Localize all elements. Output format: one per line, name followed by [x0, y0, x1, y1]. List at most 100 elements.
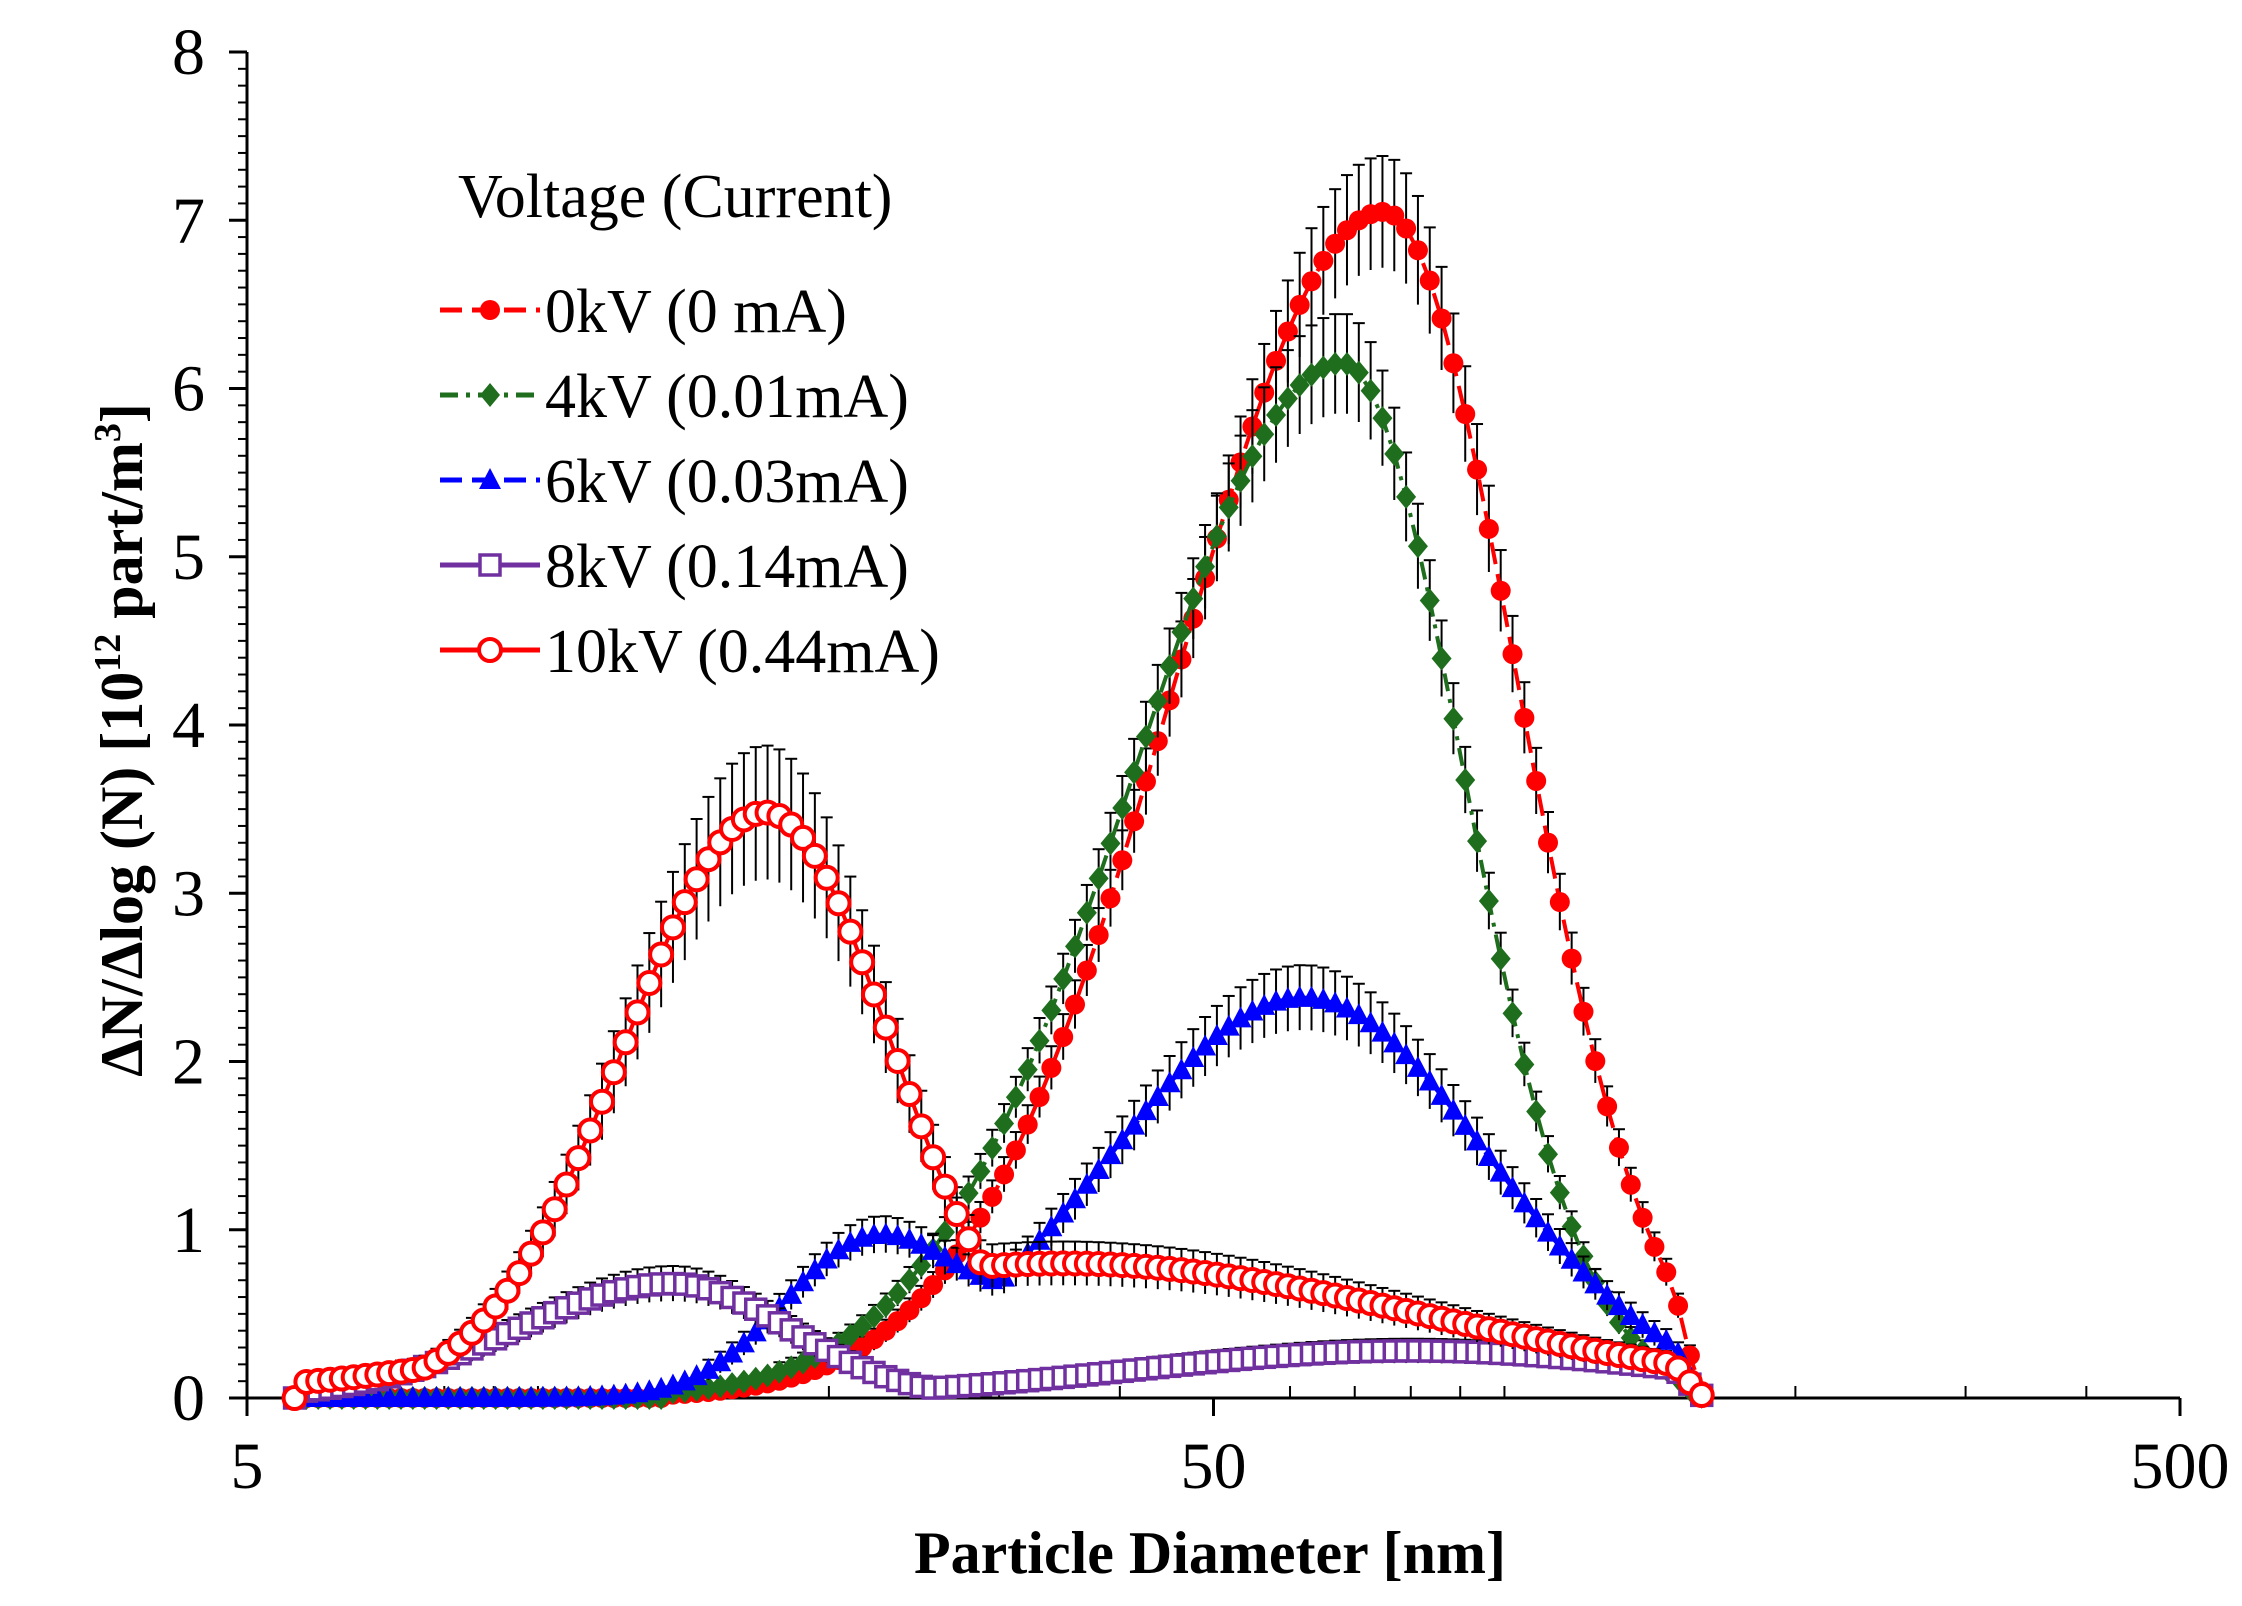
data-point	[1053, 1026, 1074, 1047]
data-point	[780, 1282, 803, 1304]
data-point	[695, 846, 722, 873]
data-point	[1064, 1187, 1087, 1209]
data-point	[815, 1247, 838, 1269]
data-point	[1490, 580, 1511, 601]
data-point	[1572, 1260, 1595, 1282]
data-point	[1371, 1020, 1394, 1042]
data-point	[803, 1258, 826, 1280]
series-4	[281, 744, 1715, 1411]
data-point	[943, 1201, 970, 1228]
data-point	[1668, 1295, 1689, 1316]
data-point	[1514, 1052, 1535, 1077]
data-point	[1335, 996, 1358, 1018]
data-point	[671, 889, 698, 916]
data-point	[1325, 351, 1346, 376]
data-point	[1418, 1069, 1441, 1091]
data-point	[1688, 1382, 1715, 1409]
data-point	[494, 1277, 521, 1304]
data-point	[994, 1164, 1015, 1185]
data-point	[792, 1270, 815, 1292]
data-point	[933, 1245, 956, 1267]
data-point	[1277, 386, 1298, 411]
series-1	[284, 313, 1712, 1410]
data-point	[1076, 900, 1097, 925]
data-point	[659, 914, 686, 941]
y-tick-label: 7	[172, 184, 205, 257]
data-point	[934, 1220, 955, 1245]
data-point	[1230, 468, 1251, 493]
data-point	[1620, 1174, 1641, 1195]
data-point	[1289, 294, 1310, 315]
data-point	[1442, 1098, 1465, 1120]
data-point	[1005, 1140, 1026, 1161]
data-point	[1383, 1031, 1406, 1053]
data-point	[1325, 233, 1346, 254]
data-point	[1467, 829, 1488, 854]
data-point	[624, 999, 651, 1026]
data-point	[852, 1314, 873, 1339]
data-point	[970, 1159, 991, 1184]
data-point	[1384, 441, 1405, 466]
data-point	[1254, 422, 1275, 447]
data-point	[480, 300, 500, 320]
data-point	[1029, 1087, 1050, 1108]
data-point	[506, 1260, 533, 1287]
data-point	[1644, 1236, 1665, 1257]
data-point	[744, 1320, 767, 1342]
data-point	[1431, 308, 1452, 329]
data-point	[529, 1219, 556, 1246]
data-point	[813, 864, 840, 891]
data-point	[1123, 1113, 1146, 1135]
data-point	[875, 1293, 896, 1318]
legend: Voltage (Current) 0kV (0 mA) 4kV (0.01mA)…	[440, 163, 940, 686]
data-point	[1525, 1206, 1548, 1228]
data-point	[1502, 1001, 1523, 1026]
data-point	[884, 1047, 911, 1074]
data-point	[1526, 1099, 1547, 1124]
data-point	[710, 1374, 731, 1399]
data-point	[1313, 250, 1334, 271]
data-point	[1147, 689, 1168, 714]
data-point	[920, 1144, 947, 1171]
x-tick-label: 5	[231, 1430, 264, 1503]
data-point	[1537, 1220, 1560, 1242]
data-point	[1100, 831, 1121, 856]
data-point	[1443, 353, 1464, 374]
data-point	[1158, 1071, 1181, 1093]
data-point	[849, 949, 876, 976]
data-point	[922, 1238, 945, 1260]
data-point	[923, 1274, 944, 1295]
data-point	[837, 918, 864, 945]
data-point	[1171, 619, 1192, 644]
data-point	[1301, 271, 1322, 292]
data-point	[1419, 588, 1440, 613]
data-point	[872, 1014, 899, 1041]
data-point	[1029, 1028, 1050, 1053]
data-point	[1455, 768, 1476, 793]
legend-title: Voltage (Current)	[458, 163, 892, 231]
data-point	[1041, 1057, 1062, 1078]
data-point	[1467, 459, 1488, 480]
data-point	[1241, 999, 1264, 1021]
data-point	[1490, 946, 1511, 971]
y-tick-label: 4	[172, 689, 205, 762]
y-tick-label: 3	[172, 857, 205, 930]
data-point	[1514, 707, 1535, 728]
data-point	[709, 1350, 732, 1372]
data-point	[1347, 1003, 1370, 1025]
data-point	[1643, 1321, 1666, 1343]
data-point	[1631, 1312, 1654, 1334]
data-point	[1596, 1283, 1619, 1305]
data-point	[1218, 495, 1239, 520]
data-point	[683, 866, 710, 893]
data-point	[1396, 218, 1417, 239]
data-point	[565, 1145, 592, 1172]
data-point	[1632, 1207, 1653, 1228]
data-point	[480, 383, 500, 407]
x-tick-label: 50	[1181, 1430, 1247, 1503]
data-point	[1430, 1083, 1453, 1105]
data-point	[1466, 1129, 1489, 1151]
data-point	[1135, 771, 1156, 792]
data-point	[636, 969, 663, 996]
